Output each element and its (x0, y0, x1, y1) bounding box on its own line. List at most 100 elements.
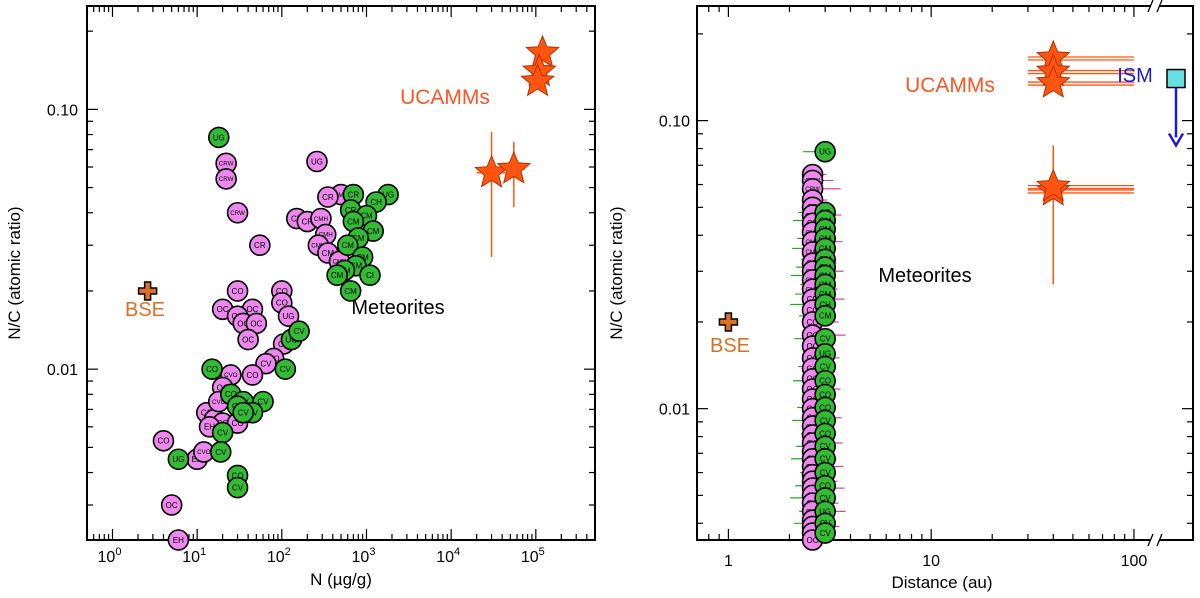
meteorite-label: CV (820, 468, 832, 477)
meteorite-marker (814, 140, 836, 163)
meteorite-label: OC (807, 342, 819, 351)
meteorite-label: CVO (224, 372, 238, 379)
meteorite-label: OC (237, 319, 249, 328)
meteorite-label: CM (322, 249, 335, 258)
right-meteorites-label: Meteorites (878, 265, 971, 287)
meteorite-label: UG (819, 507, 831, 516)
meteorite-label: CM (350, 262, 363, 271)
meteorite-label: CV (217, 428, 229, 437)
right-ism-label: ISM (1117, 65, 1153, 87)
meteorite-label: CM (367, 227, 380, 236)
meteorite-label: CO (232, 471, 244, 480)
meteorite-label: CR (348, 190, 360, 199)
meteorite-marker (326, 264, 348, 286)
meteorite-label: CV (280, 365, 292, 374)
axis-break-mark (1156, 0, 1163, 13)
meteorite-label: CMH (319, 232, 333, 239)
meteorite-label: CI (366, 271, 374, 280)
x-tick-exponent: 3 (369, 546, 375, 558)
meteorite-label: CO (276, 299, 288, 308)
meteorite-label: CV (238, 409, 250, 418)
meteorite-label: CO (206, 365, 218, 374)
left-bse-label: BSE (125, 299, 165, 321)
axis-break-gap (1151, 1, 1159, 11)
meteorite-label: UG (285, 335, 297, 344)
meteorite-marker (209, 441, 232, 463)
meteorite-label: CMH (334, 192, 348, 199)
right-plot-frame (696, 5, 1194, 541)
meteorite-label: EH (173, 536, 184, 545)
meteorite-marker (167, 529, 190, 551)
meteorite-label: CV (294, 327, 306, 336)
axis-break-mark (1147, 0, 1154, 13)
axis-break-mark (1156, 533, 1163, 547)
meteorite-marker (160, 494, 183, 516)
right-ylabel: N/C (atomic ratio) (607, 206, 626, 339)
meteorite-label: CV (215, 448, 227, 457)
meteorite-label: UG (283, 312, 295, 321)
meteorite-label: OC (242, 335, 254, 344)
meteorite-marker (277, 305, 300, 327)
meteorite-marker (167, 448, 190, 471)
ucamm-star (520, 63, 556, 97)
left-ucamms-label: UCAMMs (400, 86, 490, 109)
x-tick-label: 100 (98, 546, 122, 566)
meteorite-label: CRW (230, 210, 245, 217)
meteorite-label: CV (820, 335, 832, 344)
axis-break-mark (1147, 533, 1154, 547)
meteorite-marker (336, 234, 359, 257)
meteorite-label: CH (819, 300, 831, 309)
meteorite-label: CVO (197, 449, 211, 456)
meteorite-label: UG (172, 455, 184, 464)
meteorite-marker (152, 429, 175, 452)
meteorite-label: CO (225, 390, 237, 399)
meteorite-label: CV (260, 360, 272, 369)
meteorite-label: CM (341, 241, 354, 250)
meteorite-label: CO (819, 377, 831, 386)
right-bse-label: BSE (710, 335, 750, 357)
meteorite-label: CV (820, 494, 832, 503)
x-tick-label: 1 (724, 553, 733, 570)
x-tick-label: 102 (267, 546, 291, 566)
meteorite-label: CO (232, 419, 244, 428)
x-tick-label: 103 (352, 546, 376, 566)
meteorite-marker (201, 358, 223, 380)
ucamm-star (496, 150, 532, 184)
right-axes: 1 10 100 0.01 0.10 (659, 0, 1193, 570)
x-tick-label: 100 (1121, 553, 1148, 570)
meteorite-marker (814, 522, 836, 544)
meteorite-label: UG (382, 190, 394, 199)
meteorite-label: CV (820, 442, 832, 451)
meteorite-label: CO (819, 390, 831, 399)
meteorite-label: CM (347, 217, 360, 226)
meteorite-label: CM (819, 312, 832, 321)
x-tick-exponent: 0 (115, 546, 121, 558)
meteorite-marker (249, 234, 271, 257)
x-tick-exponent: 5 (539, 546, 545, 558)
ucamm-star (1035, 64, 1071, 98)
x-tick-label: 101 (182, 546, 206, 566)
meteorite-label: CV (232, 483, 244, 492)
ucamm-star (1035, 168, 1071, 202)
y-tick-label: 0.01 (47, 362, 78, 379)
meteorite-marker (241, 364, 264, 386)
ism-arrow-head (1167, 132, 1185, 148)
meteorite-label: CM (331, 271, 344, 280)
right-marks: CRWCRWCRWCRCRCRWCRCMHCMHCMHCMCMHCMHCMHCR… (718, 39, 1186, 551)
meteorite-marker (306, 150, 328, 173)
meteorite-label: CRW (219, 161, 234, 168)
meteorite-label: CV (820, 529, 832, 538)
left-xlabel: N (µg/g) (310, 570, 372, 589)
meteorite-label: CR (345, 206, 357, 215)
meteorite-label: CV (820, 416, 832, 425)
x-tick-exponent: 2 (285, 546, 291, 558)
x-tick-label: 10 (922, 553, 940, 570)
panel-right: 1 10 100 0.01 0.10 CRWCRWCRWCRCRCRWCRCMHCMHC… (607, 0, 1194, 592)
bse-marker (137, 281, 158, 301)
left-ylabel: N/C (atomic ratio) (5, 206, 24, 339)
meteorite-label: CV (257, 398, 269, 407)
meteorite-label: CR (302, 217, 314, 226)
right-xlabel: Distance (au) (891, 573, 992, 592)
meteorite-marker (814, 305, 836, 327)
